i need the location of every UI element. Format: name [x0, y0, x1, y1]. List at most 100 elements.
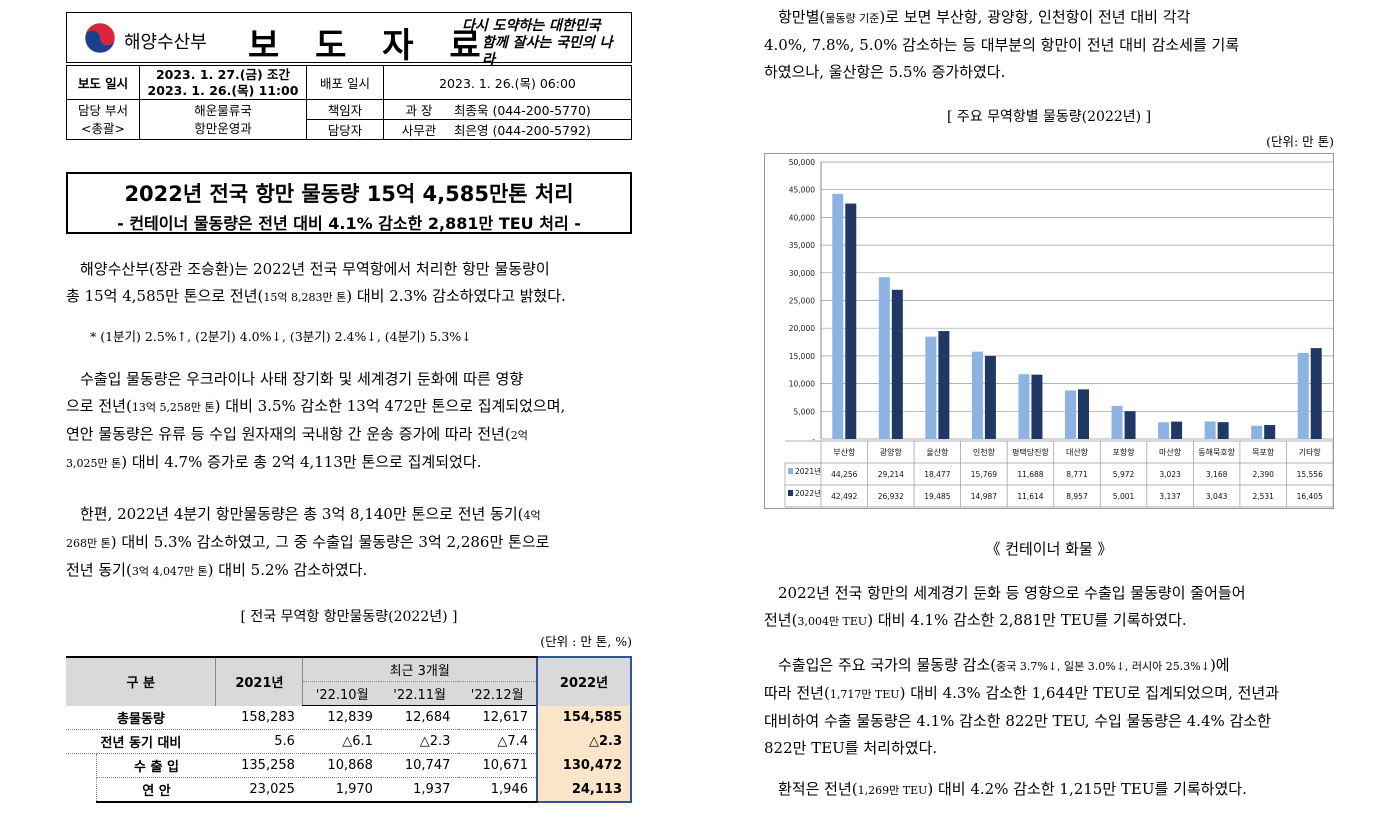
paragraph-1: 해양수산부(장관 조승환)는 2022년 전국 무역항에서 처리한 항만 물동량…	[66, 256, 632, 311]
cell-highlight: 130,472	[536, 753, 632, 778]
row-label: 총물동량	[66, 705, 216, 730]
p1-line-1: 해양수산부(장관 조승환)는 2022년 전국 무역항에서 처리한 항만 물동량…	[80, 260, 550, 278]
dept-label: 담당 부서	[78, 102, 128, 118]
slogan-line-1: 다시 도약하는 대한민국	[462, 18, 601, 34]
resp-label: 책임자	[306, 99, 384, 120]
dept-names: 해운물류국 항만운영과	[139, 99, 307, 140]
x-tick-label: 포항항	[1112, 448, 1135, 457]
x-tick-label: 인천항	[973, 447, 996, 457]
cell: 10,671	[458, 753, 537, 778]
bar	[891, 289, 903, 439]
x-tick-label: 기타항	[1299, 448, 1322, 457]
rp1-line-3: 하였으나, 울산항은 5.5% 증가하였다.	[764, 63, 1006, 81]
bar	[1171, 421, 1183, 439]
data-label: 3,137	[1159, 492, 1181, 501]
cp2-line-2: 따라 전년(1,717만 TEU) 대비 4.3% 감소한 1,644만 TEU…	[764, 684, 1280, 702]
bar	[1018, 374, 1030, 439]
bar	[1204, 421, 1216, 439]
paragraph-3: 한편, 2022년 4분기 항만물동량은 총 3억 8,140만 톤으로 전년 …	[66, 501, 632, 585]
headline: 2022년 전국 항만 물동량 15억 4,585만톤 처리	[124, 182, 574, 206]
cell: △6.1	[302, 729, 381, 754]
cp2-line-1: 수출입은 주요 국가의 물동량 감소(중국 3.7%↓, 일본 3.0%↓, 러…	[778, 656, 1230, 674]
release-time-2: 2023. 1. 26.(목) 11:00	[147, 82, 299, 98]
data-label: 3,168	[1206, 470, 1228, 479]
bar	[832, 193, 844, 439]
release-time-1: 2023. 1. 27.(금) 조간	[155, 66, 291, 82]
cell: 158,283	[215, 705, 303, 730]
bar	[1251, 425, 1263, 439]
dept-sub: <총괄>	[81, 120, 125, 136]
th-oct: '22.10월	[302, 681, 381, 706]
th-recent: 최근 3개월	[302, 656, 537, 682]
slogan: 다시 도약하는 대한민국 함께 잘사는 국민의 나라	[462, 18, 622, 69]
data-label: 5,001	[1113, 492, 1135, 501]
cp2-line-4: 822만 TEU를 처리하였다.	[764, 739, 938, 757]
throughput-table: 구 분 2021년 최근 3개월 2022년 '22.10월 '22.11월 '…	[66, 656, 632, 803]
x-tick-label: 울산항	[926, 447, 949, 457]
p3-line-2: 268만 톤) 대비 5.3% 감소하였고, 그 중 수출입 물동량은 3억 2…	[66, 533, 550, 551]
y-tick-label: 15,000	[789, 352, 815, 361]
table-row: 수 출 입 135,258 10,868 10,747 10,671 130,4…	[66, 753, 632, 802]
data-label: 11,688	[1017, 470, 1043, 479]
release-label: 보도 일시	[66, 65, 140, 100]
data-label: 3,043	[1206, 492, 1228, 501]
resp-contact: 최종욱 (044-200-5770)	[454, 99, 632, 120]
cell: 5.6	[215, 729, 303, 754]
th-2021: 2021년	[215, 656, 303, 706]
doc-type-title: 보 도 자 료	[248, 26, 493, 66]
container-paragraph-1: 2022년 전국 항만의 세계경기 둔화 등 영향으로 수출입 물동량이 줄어들…	[764, 580, 1334, 635]
th-nov: '22.11월	[380, 681, 459, 706]
data-label: 16,405	[1297, 492, 1323, 501]
p2-line-2: 으로 전년(13억 5,258만 톤) 대비 3.5% 감소한 13억 472만…	[66, 397, 566, 415]
bar	[984, 355, 996, 439]
x-tick-label: 평택당진항	[1012, 447, 1049, 457]
bar	[878, 277, 890, 439]
bar	[845, 203, 857, 439]
cell: 23,025	[215, 777, 303, 803]
staff-contact: 최은영 (044-200-5792)	[454, 119, 632, 140]
container-paragraph-2: 수출입은 주요 국가의 물동량 감소(중국 3.7%↓, 일본 3.0%↓, 러…	[764, 652, 1334, 762]
p3-line-3: 전년 동기(3억 4,047만 톤) 대비 5.2% 감소하였다.	[66, 561, 368, 579]
cell: 135,258	[215, 753, 303, 778]
cp1-line-1: 2022년 전국 항만의 세계경기 둔화 등 영향으로 수출입 물동량이 줄어들…	[778, 584, 1246, 602]
y-tick-label: 40,000	[789, 213, 815, 222]
data-label: 8,957	[1066, 492, 1088, 501]
cp3-line-1: 환적은 전년(1,269만 TEU) 대비 4.2% 감소한 1,215만 TE…	[778, 780, 1247, 798]
y-tick-label: 45,000	[789, 186, 815, 195]
dept-1: 해운물류국	[194, 102, 252, 118]
data-label: 42,492	[831, 492, 857, 501]
x-tick-label: 마산항	[1159, 447, 1182, 457]
bar	[1124, 411, 1136, 439]
bar	[1078, 389, 1089, 439]
data-label: 5,972	[1113, 470, 1135, 479]
bar	[1111, 405, 1123, 439]
right-paragraph-1: 항만별(물동량 기준)로 보면 부산항, 광양항, 인천항이 전년 대비 각각 …	[764, 4, 1334, 86]
government-emblem-icon	[84, 22, 116, 54]
data-label: 18,477	[924, 470, 950, 479]
sub-headline: - 컨테이너 물동량은 전년 대비 4.1% 감소한 2,881만 TEU 처리…	[117, 214, 581, 233]
y-tick-label: 35,000	[789, 241, 815, 250]
dist-value: 2023. 1. 26.(목) 06:00	[383, 65, 632, 100]
legend-swatch	[788, 468, 793, 474]
cell: △7.4	[458, 729, 537, 754]
legend-label: 2021년	[795, 466, 821, 476]
row-label: 수 출 입	[96, 753, 216, 778]
x-tick-label: 동해묵호항	[1198, 447, 1235, 457]
data-label: 15,769	[971, 470, 997, 479]
cell: 12,839	[302, 705, 381, 730]
cell: 1,937	[380, 777, 459, 803]
data-label: 29,214	[878, 470, 904, 479]
paragraph-2: 수출입 물동량은 우크라이나 사태 장기화 및 세계경기 둔화에 따른 영향 으…	[66, 366, 632, 477]
data-label: 3,023	[1159, 470, 1181, 479]
cell-highlight: 24,113	[536, 777, 632, 803]
p2-line-4: 3,025만 톤) 대비 4.7% 증가로 총 2억 4,113만 톤으로 집계…	[66, 453, 482, 471]
data-label: 11,614	[1017, 492, 1043, 501]
cell: 10,868	[302, 753, 381, 778]
cell: 12,684	[380, 705, 459, 730]
bar	[1297, 352, 1309, 439]
row-label: 연 안	[96, 777, 216, 803]
bar	[1031, 374, 1043, 439]
cp1-line-2: 전년(3,004만 TEU) 대비 4.1% 감소한 2,881만 TEU를 기…	[764, 611, 1187, 629]
resp-title: 과 장	[383, 99, 454, 120]
data-label: 15,556	[1297, 470, 1323, 479]
